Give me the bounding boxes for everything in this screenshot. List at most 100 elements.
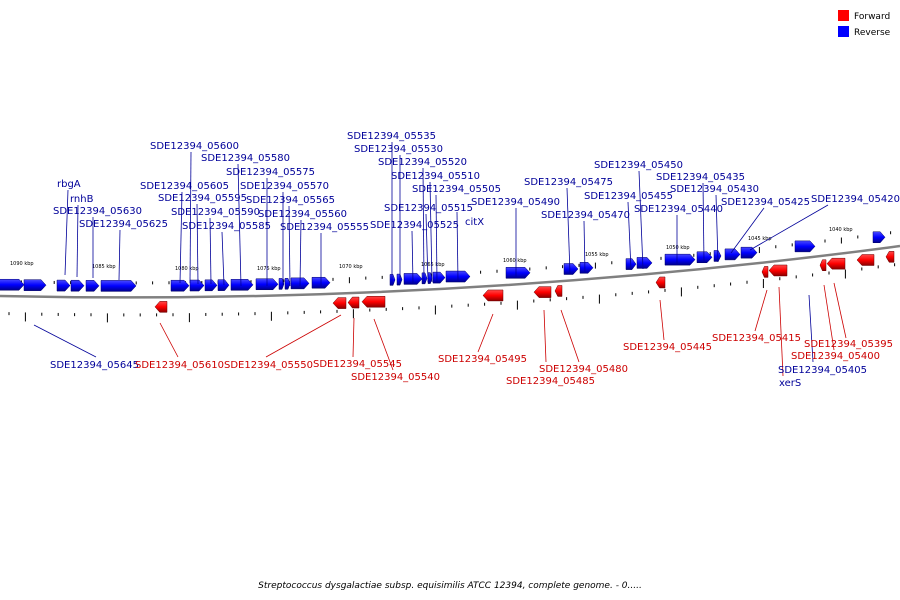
gene-label-05425[interactable]: SDE12394_05425 [721,197,810,208]
gene-label-05475[interactable]: SDE12394_05475 [524,177,613,188]
forward-gene-arrow[interactable] [819,259,827,272]
forward-gene-arrow[interactable] [826,257,846,270]
label-connector-line [659,299,665,341]
reverse-gene-arrow[interactable] [636,257,653,269]
label-connector-line [808,294,814,363]
forward-gene-arrow[interactable] [332,297,347,309]
reverse-gene-arrow[interactable] [432,271,446,284]
gene-label-05590[interactable]: SDE12394_05590 [171,207,260,218]
gene-label-05520[interactable]: SDE12394_05520 [378,157,467,168]
gene-label-05525[interactable]: SDE12394_05525 [370,220,459,231]
reverse-gene-arrow[interactable] [189,279,205,292]
gene-label-05580[interactable]: SDE12394_05580 [201,153,290,164]
forward-gene-arrow[interactable] [347,296,360,309]
forward-gene-arrow[interactable] [154,301,168,313]
reverse-gene-arrow[interactable] [100,280,137,292]
gene-label-05435[interactable]: SDE12394_05435 [656,172,745,183]
forward-gene-arrow[interactable] [885,251,895,263]
gene-label-05530[interactable]: SDE12394_05530 [354,144,443,155]
gene-label-05395[interactable]: SDE12394_05395 [804,339,893,350]
reverse-genes [0,231,886,292]
reverse-gene-arrow[interactable] [740,246,758,259]
gene-label-05480[interactable]: SDE12394_05480 [539,364,628,375]
reverse-gene-arrow[interactable] [579,262,594,274]
label-connector-line [749,204,829,251]
tick-label: 1060 kbp [503,258,527,264]
gene-label-05585[interactable]: SDE12394_05585 [182,221,271,232]
reverse-gene-arrow[interactable] [396,273,403,286]
reverse-gene-arrow[interactable] [85,280,100,292]
gene-label-05420[interactable]: SDE12394_05420 [811,194,900,205]
gene-label-05645[interactable]: SDE12394_05645 [50,360,139,371]
legend: Forward Reverse [838,10,891,38]
gene-label-05550[interactable]: SDE12394_05550 [224,360,313,371]
forward-gene-arrow[interactable] [361,295,386,308]
reverse-gene-arrow[interactable] [872,231,886,244]
gene-label-05405[interactable]: SDE12394_05405 [778,365,867,376]
label-connector-line [373,318,394,371]
label-connector-line [352,317,355,358]
gene-label-05400[interactable]: SDE12394_05400 [791,351,880,362]
forward-gene-arrow[interactable] [856,254,875,266]
gene-label-05545[interactable]: SDE12394_05545 [313,359,402,370]
legend-label-forward: Forward [854,12,890,22]
gene-label-05595[interactable]: SDE12394_05595 [158,193,247,204]
reverse-gene-arrow[interactable] [389,274,396,286]
gene-label-05505[interactable]: SDE12394_05505 [412,184,501,195]
gene-label-05570[interactable]: SDE12394_05570 [240,181,329,192]
gene-label-rnhb[interactable]: rnhB [70,194,94,205]
gene-label-05600[interactable]: SDE12394_05600 [150,141,239,152]
gene-label-xers[interactable]: xerS [779,378,801,389]
gene-label-05450[interactable]: SDE12394_05450 [594,160,683,171]
forward-gene-arrow[interactable] [761,266,769,278]
label-connector-line [435,194,438,283]
label-connector-line [627,201,632,271]
gene-label-05610[interactable]: SDE12394_05610 [135,360,224,371]
gene-label-05575[interactable]: SDE12394_05575 [226,167,315,178]
gene-label-05555[interactable]: SDE12394_05555 [280,222,369,233]
label-connector-line [425,213,429,283]
gene-label-rbga[interactable]: rbgA [57,179,81,190]
reverse-gene-arrow[interactable] [505,267,531,279]
tick-label: 1085 kbp [92,264,116,270]
label-connector-line [778,286,784,377]
forward-gene-arrow[interactable] [655,276,666,289]
gene-label-05490[interactable]: SDE12394_05490 [471,197,560,208]
gene-label-05470[interactable]: SDE12394_05470 [541,210,630,221]
reverse-gene-arrow[interactable] [230,279,254,291]
forward-gene-arrow[interactable] [482,289,504,302]
reverse-gene-arrow[interactable] [56,279,71,292]
gene-label-05560[interactable]: SDE12394_05560 [258,209,347,220]
gene-label-05430[interactable]: SDE12394_05430 [670,184,759,195]
reverse-gene-arrow[interactable] [421,272,428,285]
reverse-gene-arrow[interactable] [0,278,25,291]
forward-gene-arrow[interactable] [533,286,552,298]
reverse-gene-arrow[interactable] [563,263,579,275]
gene-label-05495[interactable]: SDE12394_05495 [438,354,527,365]
gene-label-05510[interactable]: SDE12394_05510 [391,171,480,182]
gene-label-05440[interactable]: SDE12394_05440 [634,204,723,215]
forward-gene-arrow[interactable] [554,285,563,297]
reverse-gene-arrow[interactable] [23,279,47,291]
gene-label-05625[interactable]: SDE12394_05625 [79,219,168,230]
gene-label-05455[interactable]: SDE12394_05455 [584,191,673,202]
reverse-gene-arrow[interactable] [794,240,816,253]
gene-label-citx[interactable]: citX [465,217,484,228]
gene-label-05540[interactable]: SDE12394_05540 [351,372,440,383]
gene-label-05445[interactable]: SDE12394_05445 [623,342,712,353]
gene-label-05485[interactable]: SDE12394_05485 [506,376,595,387]
reverse-gene-arrow[interactable] [170,279,190,292]
gene-label-05415[interactable]: SDE12394_05415 [712,333,801,344]
reverse-gene-arrow[interactable] [696,251,713,264]
gene-label-05565[interactable]: SDE12394_05565 [246,195,335,206]
gene-label-05605[interactable]: SDE12394_05605 [140,181,229,192]
reverse-gene-arrow[interactable] [724,248,741,261]
label-connector-line [456,211,459,282]
gene-label-05630[interactable]: SDE12394_05630 [53,206,142,217]
reverse-gene-arrow[interactable] [70,279,85,292]
reverse-gene-arrow[interactable] [664,253,696,266]
forward-gene-arrow[interactable] [768,264,788,277]
reverse-gene-arrow[interactable] [284,277,291,290]
gene-label-05515[interactable]: SDE12394_05515 [384,203,473,214]
gene-label-05535[interactable]: SDE12394_05535 [347,131,436,142]
